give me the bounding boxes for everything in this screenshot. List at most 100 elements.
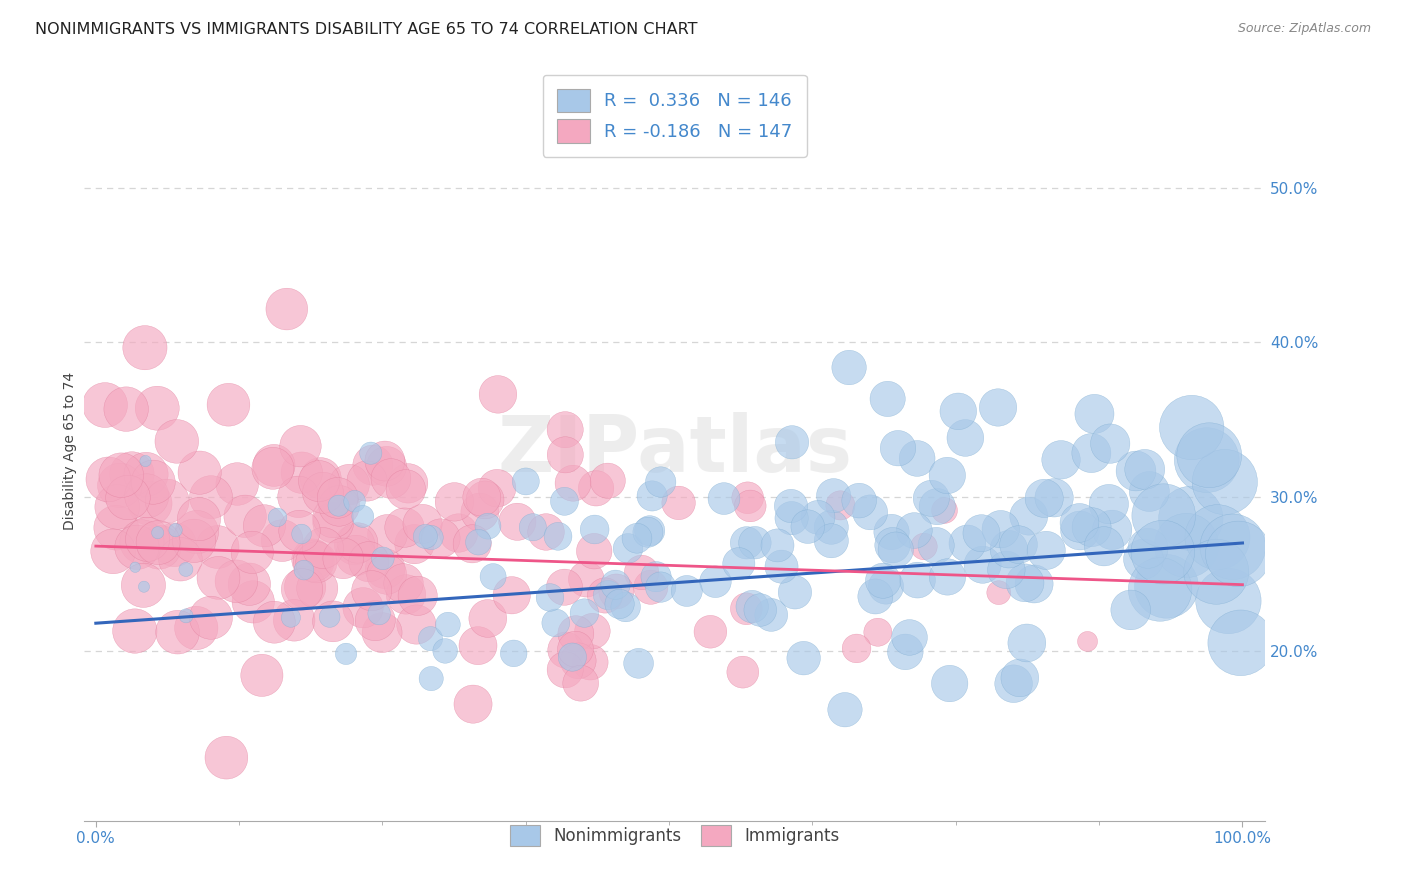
Point <box>948 404 970 418</box>
Point <box>377 527 399 541</box>
Point <box>927 500 949 514</box>
Point <box>125 541 148 555</box>
Point <box>1229 636 1251 650</box>
Point <box>515 475 537 489</box>
Point <box>770 559 793 574</box>
Point <box>242 595 264 609</box>
Point <box>105 521 128 535</box>
Point <box>207 540 229 554</box>
Point <box>830 499 852 513</box>
Point <box>360 583 382 598</box>
Point <box>638 524 661 538</box>
Point <box>283 613 305 627</box>
Point <box>727 557 749 571</box>
Point <box>307 581 329 595</box>
Point <box>1227 547 1250 561</box>
Point <box>263 458 285 473</box>
Point <box>288 524 311 538</box>
Point <box>346 536 368 550</box>
Point <box>291 582 314 597</box>
Point <box>583 523 606 537</box>
Point <box>1119 603 1142 617</box>
Point <box>1008 671 1031 685</box>
Point <box>131 535 153 549</box>
Point <box>882 538 904 552</box>
Point <box>1222 540 1244 554</box>
Point <box>110 468 132 483</box>
Point <box>467 639 489 653</box>
Point <box>166 625 188 640</box>
Point <box>166 434 188 449</box>
Point <box>569 676 592 690</box>
Point <box>1018 509 1040 524</box>
Point <box>744 535 766 549</box>
Point <box>834 703 856 717</box>
Point <box>1180 511 1202 525</box>
Point <box>437 617 460 632</box>
Point <box>312 541 335 555</box>
Point <box>280 610 302 624</box>
Point <box>894 645 917 659</box>
Point <box>998 542 1021 557</box>
Point <box>938 676 960 690</box>
Point <box>1149 582 1171 597</box>
Point <box>124 560 146 574</box>
Point <box>1043 491 1066 505</box>
Point <box>420 672 443 686</box>
Point <box>554 663 576 677</box>
Point <box>395 587 418 601</box>
Point <box>766 538 789 552</box>
Point <box>132 580 155 594</box>
Point <box>609 597 631 611</box>
Point <box>884 542 907 557</box>
Point <box>1205 565 1227 579</box>
Point <box>308 474 330 488</box>
Point <box>955 431 977 445</box>
Point <box>1002 677 1025 691</box>
Point <box>912 540 935 554</box>
Point <box>596 588 619 602</box>
Point <box>627 657 650 671</box>
Point <box>880 524 903 539</box>
Point <box>859 505 882 519</box>
Point <box>360 446 382 460</box>
Point <box>290 527 312 541</box>
Point <box>276 301 298 316</box>
Point <box>1153 508 1175 523</box>
Point <box>447 526 470 541</box>
Point <box>848 493 870 508</box>
Point <box>477 519 499 533</box>
Point <box>637 525 659 540</box>
Point <box>1206 530 1229 544</box>
Point <box>477 611 499 625</box>
Point <box>1175 539 1198 553</box>
Point <box>872 574 894 588</box>
Point <box>605 584 627 599</box>
Point <box>554 448 576 462</box>
Point <box>174 562 197 576</box>
Point <box>987 585 1010 599</box>
Point <box>97 472 120 486</box>
Point <box>318 610 340 624</box>
Point <box>567 654 589 668</box>
Point <box>117 491 139 505</box>
Point <box>749 603 772 617</box>
Point <box>645 569 668 583</box>
Point <box>215 750 238 764</box>
Point <box>650 475 672 489</box>
Point <box>312 485 335 500</box>
Point <box>163 538 186 552</box>
Point <box>640 580 662 594</box>
Point <box>1076 634 1098 648</box>
Point <box>290 439 312 453</box>
Point <box>186 524 208 539</box>
Point <box>876 392 898 406</box>
Point <box>575 572 598 586</box>
Point <box>225 574 247 589</box>
Point <box>502 646 524 660</box>
Point <box>1083 407 1105 421</box>
Point <box>322 516 344 530</box>
Point <box>292 563 315 577</box>
Point <box>544 615 567 630</box>
Point <box>482 569 505 583</box>
